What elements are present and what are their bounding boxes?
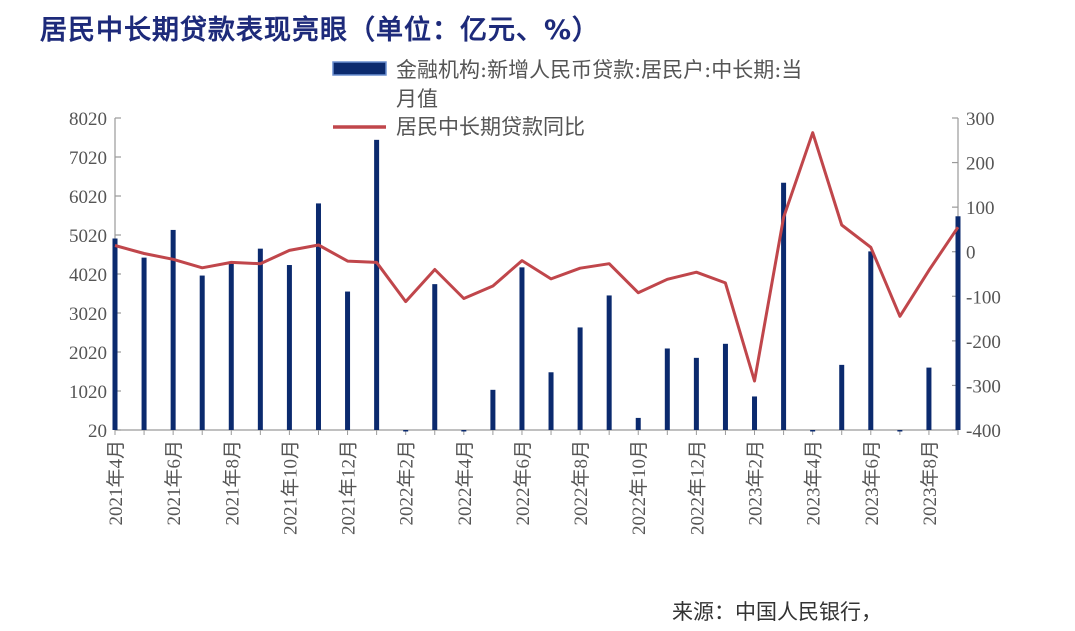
right-tick-label: 100 bbox=[966, 198, 995, 219]
left-tick-label: 20 bbox=[88, 421, 107, 442]
bar-series bbox=[112, 139, 961, 432]
bar bbox=[432, 284, 438, 430]
right-tick-label: -200 bbox=[966, 332, 1001, 353]
source-note: 来源：中国人民银行， bbox=[672, 600, 882, 624]
bar bbox=[926, 367, 932, 430]
bar bbox=[461, 430, 467, 432]
x-tick-label: 2022年2月 bbox=[396, 440, 418, 526]
bar bbox=[257, 248, 263, 430]
x-tick-label: 2021年12月 bbox=[338, 440, 360, 535]
bar bbox=[199, 275, 205, 430]
x-tick-label: 2023年2月 bbox=[745, 440, 767, 526]
bar bbox=[548, 372, 554, 430]
right-tick-label: -300 bbox=[966, 376, 1001, 397]
bar bbox=[897, 430, 903, 432]
bar bbox=[141, 257, 147, 430]
x-tick-label: 2023年4月 bbox=[803, 440, 825, 526]
bar bbox=[315, 203, 321, 430]
x-tick-label: 2023年8月 bbox=[919, 440, 941, 526]
bar bbox=[286, 265, 292, 430]
left-tick-label: 8020 bbox=[69, 109, 107, 130]
right-tick-label: 200 bbox=[966, 154, 995, 175]
x-tick-label: 2023年6月 bbox=[861, 440, 883, 526]
left-tick-label: 5020 bbox=[69, 226, 107, 247]
legend: 金融机构:新增人民币贷款:居民户:中长期:当 月值 居民中长期贷款同比 bbox=[332, 58, 802, 139]
x-tick-label: 2022年12月 bbox=[686, 440, 708, 535]
bar bbox=[810, 430, 816, 432]
chart-title: 居民中长期贷款表现亮眼（单位：亿元、%） bbox=[40, 15, 601, 46]
x-tick-label: 2021年4月 bbox=[105, 440, 127, 526]
bar bbox=[781, 182, 787, 430]
left-tick-label: 6020 bbox=[69, 187, 107, 208]
x-tick-label: 2022年6月 bbox=[512, 440, 534, 526]
x-tick-label: 2021年8月 bbox=[221, 440, 243, 526]
bar bbox=[664, 348, 670, 430]
x-tick-label: 2022年8月 bbox=[570, 440, 592, 526]
bar bbox=[868, 251, 874, 430]
bar bbox=[635, 417, 641, 430]
bar bbox=[519, 267, 525, 430]
right-tick-label: -400 bbox=[966, 421, 1001, 442]
bar bbox=[693, 357, 699, 430]
axes bbox=[114, 117, 959, 435]
legend-bar-label: 金融机构:新增人民币贷款:居民户:中长期:当 bbox=[396, 58, 802, 82]
legend-line-label: 居民中长期贷款同比 bbox=[396, 115, 585, 139]
bar bbox=[374, 139, 380, 430]
bar bbox=[752, 396, 758, 430]
left-tick-label: 3020 bbox=[69, 304, 107, 325]
tick-labels: 20 1020 2020 3020 4020 5020 6020 7020 8020 300 200… bbox=[69, 109, 1001, 535]
x-tick-label: 2021年6月 bbox=[163, 440, 185, 526]
x-tick-label: 2022年4月 bbox=[454, 440, 476, 526]
bar bbox=[345, 291, 351, 430]
left-tick-label: 4020 bbox=[69, 265, 107, 286]
x-tick-label: 2021年10月 bbox=[279, 440, 301, 535]
right-tick-label: 300 bbox=[966, 109, 995, 130]
bar bbox=[955, 216, 961, 430]
bar bbox=[228, 263, 234, 430]
right-tick-label: -100 bbox=[966, 287, 1001, 308]
bar bbox=[722, 343, 728, 430]
bar bbox=[112, 238, 118, 430]
yoy-line bbox=[114, 131, 960, 383]
line-series bbox=[114, 131, 960, 383]
legend-bar-swatch bbox=[332, 61, 387, 76]
bar bbox=[577, 327, 583, 430]
left-tick-label: 2020 bbox=[69, 343, 107, 364]
bar bbox=[170, 229, 176, 430]
bar bbox=[490, 389, 496, 430]
left-tick-label: 7020 bbox=[69, 148, 107, 169]
legend-bar-label-cont: 月值 bbox=[396, 87, 438, 111]
right-tick-label: 0 bbox=[966, 243, 976, 264]
x-tick-label: 2022年10月 bbox=[628, 440, 650, 535]
bar bbox=[606, 295, 612, 430]
bar bbox=[403, 430, 409, 432]
left-tick-label: 1020 bbox=[69, 382, 107, 403]
bar bbox=[839, 364, 845, 430]
